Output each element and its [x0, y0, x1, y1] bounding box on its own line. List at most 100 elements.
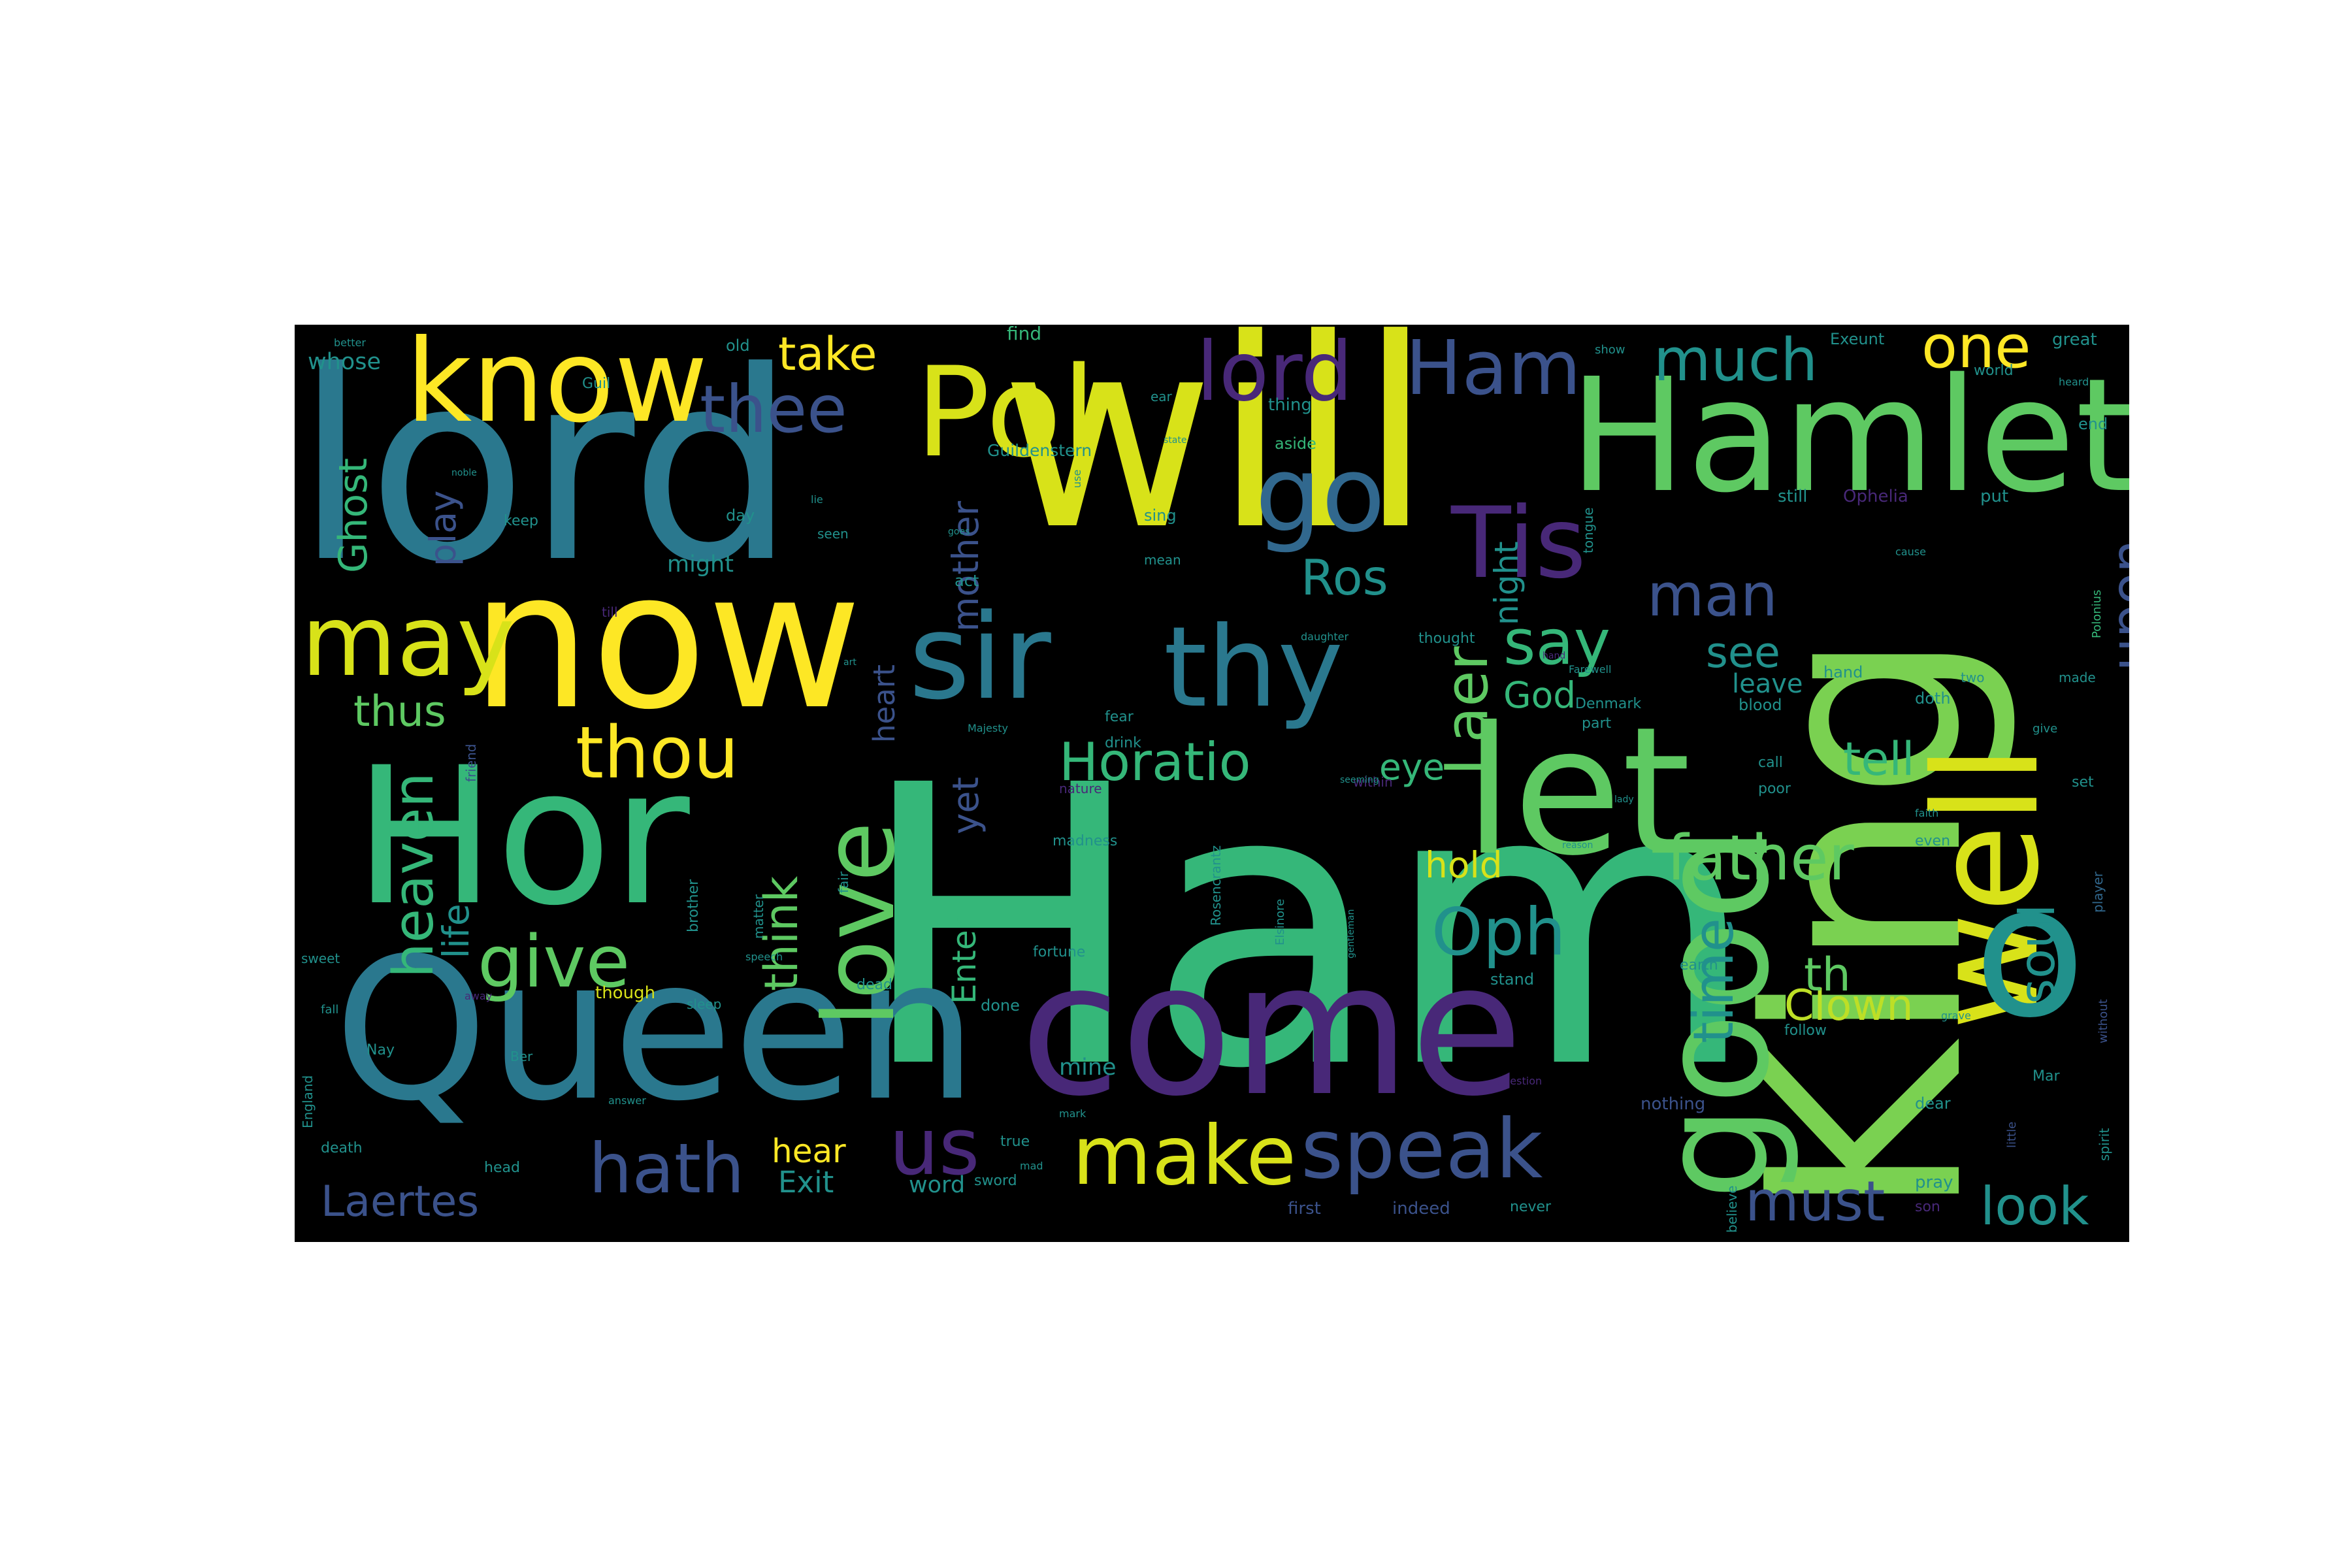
cloud-word: us	[889, 1102, 980, 1193]
cloud-word: Denmark	[1575, 696, 1642, 712]
cloud-word: till	[602, 604, 618, 620]
cloud-word: Exeunt	[1830, 330, 1885, 348]
cloud-word: brother	[685, 879, 702, 932]
cloud-word: one	[1921, 325, 2031, 382]
cloud-word: sword	[974, 1173, 1017, 1189]
cloud-word: eye	[1379, 746, 1445, 788]
cloud-word: gentleman	[1346, 909, 1356, 958]
cloud-word: hold	[1425, 844, 1503, 886]
cloud-word: goes	[948, 527, 970, 537]
cloud-word: Ham	[1405, 325, 1581, 412]
cloud-word: cause	[1895, 546, 1926, 558]
cloud-word: day	[726, 506, 755, 525]
cloud-word: hath	[589, 1129, 745, 1209]
cloud-word: lie	[811, 493, 823, 506]
cloud-word: fall	[321, 1003, 339, 1017]
cloud-word: o	[1974, 845, 2086, 1058]
cloud-word: thy	[1164, 603, 1344, 732]
cloud-word: Polonius	[2090, 589, 2104, 638]
cloud-word: find	[1007, 325, 1042, 344]
cloud-word: hand	[1823, 663, 1863, 681]
cloud-word: know	[406, 325, 708, 448]
cloud-word: never	[1510, 1199, 1552, 1215]
cloud-word: world	[1974, 363, 2014, 379]
cloud-word: Elsinore	[1273, 898, 1287, 945]
cloud-word: drink	[1105, 735, 1141, 751]
cloud-word: sing	[1144, 506, 1177, 525]
cloud-word: hand	[1543, 651, 1566, 661]
cloud-word: stand	[1490, 970, 1535, 988]
cloud-word: dear	[1915, 1094, 1951, 1113]
cloud-word: mean	[1144, 552, 1181, 568]
cloud-word: keep	[504, 513, 538, 529]
cloud-word: tell	[1843, 732, 1915, 786]
cloud-word: God	[1503, 674, 1576, 716]
cloud-word: believe	[1724, 1185, 1740, 1233]
cloud-word: though	[595, 983, 656, 1003]
cloud-word: head	[484, 1160, 520, 1176]
cloud-word: Guildenstern	[987, 441, 1092, 460]
cloud-word: look	[1980, 1176, 2089, 1237]
cloud-word: go	[1255, 433, 1386, 555]
cloud-word: away	[465, 990, 493, 1002]
cloud-word: poor	[1758, 781, 1791, 797]
cloud-word: put	[1980, 487, 2009, 506]
cloud-word: give	[2033, 722, 2058, 736]
cloud-word: may	[301, 585, 515, 698]
cloud-word: speech	[745, 951, 783, 963]
cloud-word: Laertes	[321, 1177, 480, 1226]
cloud-word: aside	[1275, 434, 1316, 453]
cloud-word: set	[2072, 774, 2094, 791]
cloud-word: call	[1758, 755, 1783, 771]
cloud-word: Exit	[778, 1165, 834, 1200]
cloud-word: question	[1497, 1075, 1543, 1087]
cloud-word: thee	[700, 371, 847, 448]
cloud-word: two	[1961, 670, 1985, 685]
cloud-word: without	[2097, 999, 2110, 1043]
cloud-word: Tis	[1451, 487, 1586, 600]
cloud-word: Ros	[1301, 549, 1388, 606]
cloud-word: madness	[1053, 833, 1118, 849]
cloud-word: leave	[1732, 669, 1803, 699]
cloud-word: thus	[353, 687, 446, 736]
cloud-word: matter	[751, 894, 766, 939]
cloud-word: Ghost	[331, 457, 376, 573]
cloud-word: Ham	[857, 704, 1758, 1153]
cloud-word: will	[1000, 325, 1432, 587]
cloud-word: heard	[2059, 376, 2089, 388]
cloud-word: made	[2059, 670, 2096, 685]
cloud-word: even	[1915, 833, 1951, 849]
cloud-word: let	[1464, 689, 1691, 894]
cloud-word: fair	[836, 871, 851, 893]
cloud-word: son	[1915, 1199, 1940, 1215]
cloud-word: Hamlet	[1569, 344, 2129, 527]
cloud-word: speak	[1301, 1102, 1543, 1197]
cloud-word: art	[843, 657, 857, 668]
cloud-word: Horatio	[1059, 732, 1251, 792]
cloud-word: Pol	[915, 340, 1096, 485]
cloud-word: fortune	[1033, 944, 1086, 960]
cloud-word: upon	[2100, 539, 2129, 671]
cloud-word: sweet	[301, 951, 340, 966]
cloud-word: heaven	[382, 772, 446, 978]
cloud-word: come	[1020, 924, 1524, 1137]
cloud-word: Oph	[1431, 894, 1566, 970]
cloud-word: pray	[1915, 1173, 1953, 1192]
cloud-word: th	[1804, 948, 1851, 1002]
cloud-word: Mar	[2033, 1068, 2060, 1085]
cloud-word: thou	[576, 711, 739, 794]
cloud-word: use	[1071, 469, 1083, 488]
cloud-word: Majesty	[968, 722, 1008, 734]
cloud-word: mine	[1059, 1054, 1117, 1081]
cloud-word: say	[1503, 607, 1610, 679]
cloud-word: blood	[1739, 696, 1782, 714]
cloud-word: death	[321, 1140, 363, 1156]
cloud-word: make	[1072, 1109, 1297, 1203]
cloud-word: ear	[1151, 389, 1172, 404]
cloud-word: spirit	[2097, 1128, 2112, 1161]
cloud-word: little	[2005, 1121, 2019, 1148]
cloud-word: end	[2078, 415, 2108, 433]
cloud-word: life	[435, 904, 477, 958]
cloud-word: reason	[1562, 840, 1593, 851]
cloud-word: player	[2090, 872, 2106, 913]
